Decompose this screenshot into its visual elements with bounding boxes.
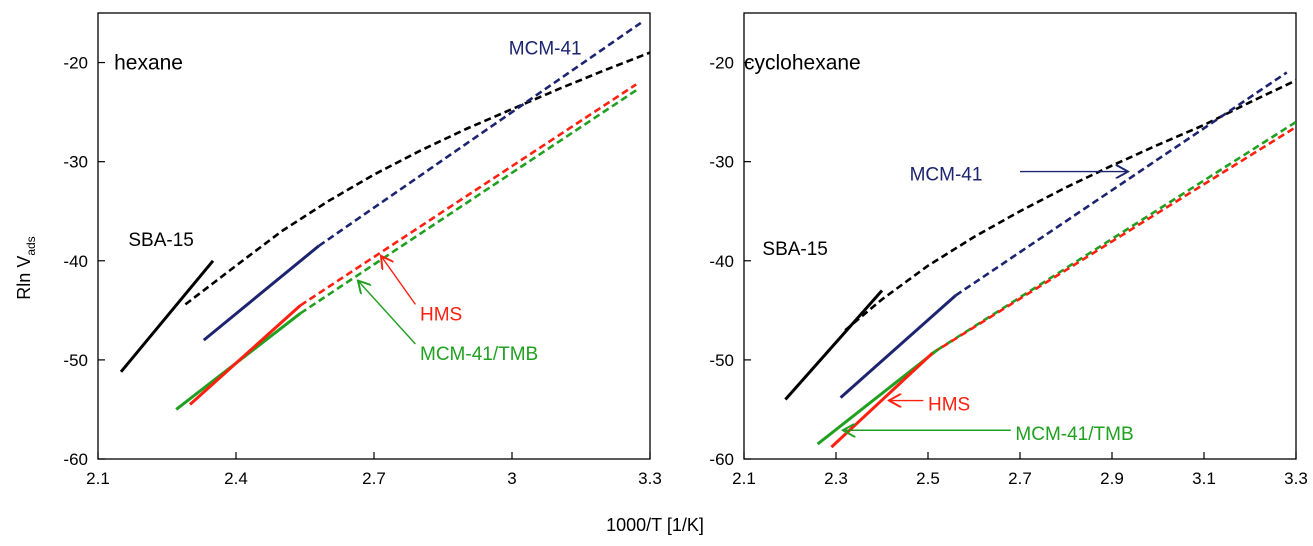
plot-frame <box>743 12 1297 460</box>
hms-label: HMS <box>420 304 462 325</box>
title-label: cyclohexane <box>744 52 861 75</box>
y-axis-label-main: Rln V <box>14 256 34 300</box>
x-tick-label: 2.7 <box>362 469 386 488</box>
hms-dashed-line <box>299 83 637 307</box>
y-tick-label: -30 <box>63 153 88 172</box>
x-tick-label: 3.3 <box>638 469 662 488</box>
y-tick-label: -60 <box>63 450 88 469</box>
mcm41-solid-line <box>202 244 320 342</box>
title-label: hexane <box>114 52 183 75</box>
mcm41tmb-label: MCM-41/TMB <box>420 344 538 365</box>
x-tick-label: 2.1 <box>732 469 756 488</box>
y-tick-label: -50 <box>63 351 88 370</box>
sba15-solid-line <box>784 289 884 401</box>
hms-solid-line <box>188 304 302 406</box>
cyclohexane-panel: 2.1 2.3 2.5 2.7 2.9 3.1 3.3 -60 -50 -40 -30 -20 cycl… <box>709 12 1308 488</box>
mcm41-label: MCM-41 <box>509 39 582 60</box>
x-tick-label: 3 <box>507 469 516 488</box>
y-tick-label: -20 <box>709 54 734 73</box>
x-tick-label: 2.5 <box>916 469 940 488</box>
x-axis-label: 1000/T [1/K] <box>606 515 704 535</box>
y-tick-label: -60 <box>709 450 734 469</box>
series-group <box>784 71 1296 449</box>
y-tick-label: -20 <box>63 54 88 73</box>
sba15-solid-line <box>119 259 215 373</box>
y-axis-label: Rln Vads <box>14 236 38 299</box>
y-tick-label: -30 <box>709 153 734 172</box>
mcm41-solid-line <box>839 294 957 399</box>
mcm41-dashed-line <box>954 71 1288 297</box>
mcm41tmb-label: MCM-41/TMB <box>1015 424 1133 445</box>
series-group <box>119 21 650 411</box>
mcm41-tmb-dashed-line <box>299 89 637 315</box>
x-tick-label: 2.4 <box>224 469 248 488</box>
hms-arrow <box>381 256 416 305</box>
hexane-panel: 2.1 2.4 2.7 3 3.3 -60 -50 -40 -30 -20 hexane SBA-15… <box>63 12 662 488</box>
mcm41-label: MCM-41 <box>910 165 983 186</box>
x-tick-label: 2.1 <box>86 469 110 488</box>
y-tick-label: -40 <box>63 252 88 271</box>
x-tick-label: 3.3 <box>1284 469 1308 488</box>
hms-label: HMS <box>928 394 970 415</box>
sba15-dashed-line <box>844 79 1296 332</box>
hms-dashed-line <box>931 125 1296 355</box>
y-tick-label: -40 <box>709 252 734 271</box>
x-tick-label: 2.9 <box>1100 469 1124 488</box>
mcm41-tmb-dashed-line <box>936 120 1296 352</box>
x-tick-label: 2.3 <box>824 469 848 488</box>
mcm41tmb-arrow <box>358 281 416 345</box>
y-tick-label: -50 <box>709 351 734 370</box>
y-axis-label-sub: ads <box>24 236 38 255</box>
sba15-dashed-line <box>184 51 650 306</box>
mcm41-dashed-line <box>318 21 642 247</box>
sba15-label: SBA-15 <box>128 230 193 251</box>
x-tick-label: 2.7 <box>1008 469 1032 488</box>
x-tick-label: 3.1 <box>1192 469 1216 488</box>
sba15-label: SBA-15 <box>762 239 827 260</box>
